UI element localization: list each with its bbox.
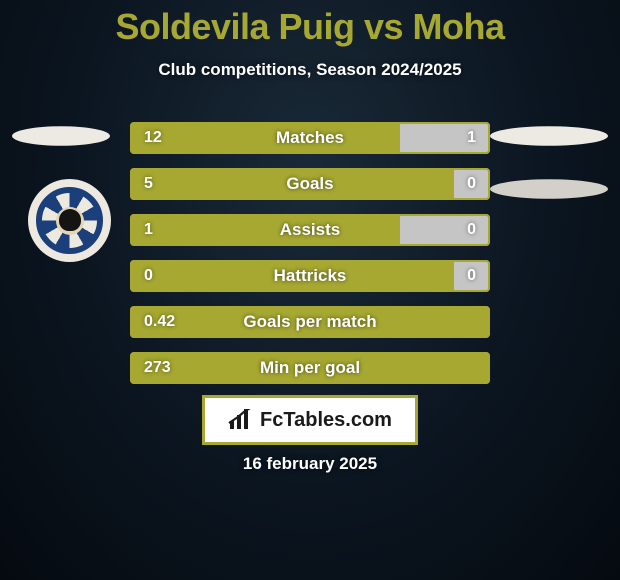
stat-bar-left: 0 [130,260,454,292]
stat-row: 121Matches [130,122,490,154]
player-right-avatar-placeholder-bot [490,179,608,199]
stat-value-right: 0 [467,267,476,285]
stat-value-left: 1 [144,221,153,239]
stat-value-left: 273 [144,359,171,377]
stat-bar-left: 1 [130,214,400,246]
stat-bar-right: 1 [400,122,490,154]
stat-row: 0.42Goals per match [130,306,490,338]
stat-value-right: 0 [467,221,476,239]
stat-bar-right: 0 [400,214,490,246]
stat-bar-right: 0 [454,260,490,292]
stat-bar-right: 0 [454,168,490,200]
stat-row: 273Min per goal [130,352,490,384]
bar-chart-icon [228,409,254,431]
stat-bar-right [454,306,490,338]
player-left-avatar-placeholder [12,126,110,146]
player-right-avatar-placeholder-top [490,126,608,146]
stat-value-right: 0 [467,175,476,193]
comparison-subtitle: Club competitions, Season 2024/2025 [0,60,620,80]
stat-value-left: 12 [144,129,162,147]
stat-bar-left: 12 [130,122,400,154]
stat-bar-left: 0.42 [130,306,454,338]
stat-row: 50Goals [130,168,490,200]
fctables-brand-badge: FcTables.com [202,395,418,445]
stat-bar-left: 273 [130,352,454,384]
stat-row: 00Hattricks [130,260,490,292]
stat-bar-left: 5 [130,168,454,200]
stat-value-left: 5 [144,175,153,193]
stat-value-left: 0 [144,267,153,285]
stat-bar-right [454,352,490,384]
brand-text: FcTables.com [260,409,392,432]
stat-row: 10Assists [130,214,490,246]
stat-value-right: 1 [467,129,476,147]
comparison-title: Soldevila Puig vs Moha [0,0,620,48]
club-shield-icon [28,179,111,262]
stats-bars: 121Matches50Goals10Assists00Hattricks0.4… [130,122,490,398]
stat-value-left: 0.42 [144,313,175,331]
date-label: 16 february 2025 [0,454,620,474]
